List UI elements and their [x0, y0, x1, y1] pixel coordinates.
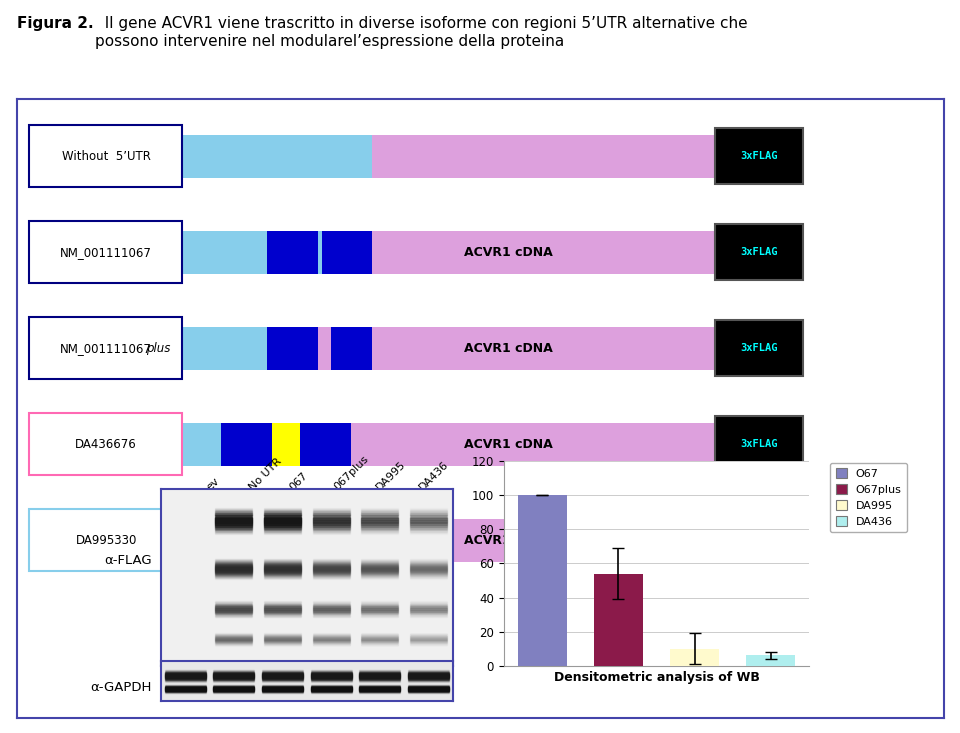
Text: Il gene ACVR1 viene trascritto in diverse isoforme con regioni 5’UTR alternative: Il gene ACVR1 viene trascritto in divers… [95, 16, 748, 48]
Text: ev: ev [204, 476, 221, 493]
Bar [170, 518, 216, 562]
Bar [715, 224, 803, 281]
Text: ACVR1 cDNA: ACVR1 cDNA [464, 438, 553, 451]
Bar [30, 125, 182, 187]
Bar [715, 320, 803, 377]
Text: α-FLAG: α-FLAG [104, 554, 152, 567]
Bar [252, 518, 302, 562]
Bar [715, 512, 803, 569]
Bar [331, 327, 372, 370]
Bar [272, 423, 300, 466]
Text: 3xFLAG: 3xFLAG [740, 247, 778, 257]
Text: α-GAPDH: α-GAPDH [90, 681, 152, 694]
Text: 3xFLAG: 3xFLAG [740, 151, 778, 161]
Bar [300, 423, 350, 466]
Bar [372, 135, 715, 178]
Text: NM_001111067: NM_001111067 [60, 342, 152, 355]
Text: 3xFLAG: 3xFLAG [740, 439, 778, 449]
X-axis label: Densitometric analysis of WB: Densitometric analysis of WB [554, 671, 759, 684]
Bar [319, 327, 331, 370]
Text: ACVR1 cDNA: ACVR1 cDNA [464, 246, 553, 259]
Text: 3xFLAG: 3xFLAG [740, 343, 778, 353]
Text: No UTR: No UTR [247, 456, 283, 493]
Bar [165, 327, 803, 370]
Bar [165, 231, 803, 274]
Text: Figura 2.: Figura 2. [17, 16, 94, 31]
Bar [355, 135, 372, 178]
Bar [746, 655, 796, 666]
Text: 067plus: 067plus [332, 454, 371, 493]
Text: 067: 067 [288, 471, 310, 493]
Text: DA436: DA436 [418, 459, 450, 493]
Bar [221, 423, 272, 466]
Text: plus: plus [146, 342, 170, 355]
Bar [268, 327, 319, 370]
Bar [322, 231, 372, 274]
Bar [517, 496, 567, 666]
Text: NM_001111067: NM_001111067 [60, 246, 152, 259]
Bar [216, 518, 252, 562]
Bar [670, 649, 719, 666]
Text: DA436676: DA436676 [75, 438, 137, 451]
Bar [715, 416, 803, 473]
Bar [30, 413, 182, 475]
Bar [350, 423, 715, 466]
Bar [165, 135, 803, 178]
Bar [268, 231, 319, 274]
Legend: O67, O67plus, DA995, DA436: O67, O67plus, DA995, DA436 [830, 463, 907, 532]
Text: ACVR1 cDNA: ACVR1 cDNA [464, 534, 553, 547]
Bar [372, 327, 715, 370]
Text: 3xFLAG: 3xFLAG [740, 535, 778, 545]
Text: DA995330: DA995330 [76, 534, 137, 547]
Text: ACVR1 cDNA: ACVR1 cDNA [464, 342, 553, 355]
Bar [30, 317, 182, 379]
Text: Without  5’UTR: Without 5’UTR [61, 150, 151, 163]
Bar [372, 231, 715, 274]
Bar [715, 128, 803, 185]
Bar [30, 221, 182, 283]
Bar [593, 574, 643, 666]
Bar [319, 231, 322, 274]
Text: DA995: DA995 [374, 459, 407, 493]
Bar [30, 509, 182, 571]
Bar [165, 518, 803, 562]
Bar [302, 518, 715, 562]
Bar [165, 423, 803, 466]
